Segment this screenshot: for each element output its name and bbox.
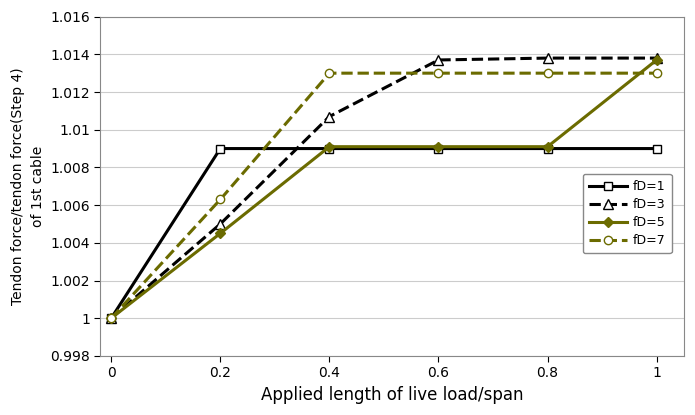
fD=7 (543, 71, 552, 76)
fD=5 (325, 144, 334, 149)
fD=5 (434, 144, 443, 149)
fD=1 (434, 146, 443, 151)
Line: fD=1: fD=1 (107, 144, 661, 322)
fD=5 (653, 57, 661, 62)
fD=5 (543, 144, 552, 149)
fD=1 (653, 146, 661, 151)
fD=3 (216, 222, 224, 227)
Line: fD=3: fD=3 (106, 53, 662, 323)
fD=7 (325, 71, 334, 76)
fD=3 (107, 316, 115, 321)
fD=5 (107, 316, 115, 321)
fD=1 (216, 146, 224, 151)
fD=7 (434, 71, 443, 76)
Y-axis label: Tendon force/tendon force(Step 4)
of 1st cable: Tendon force/tendon force(Step 4) of 1st… (11, 68, 44, 305)
fD=3 (434, 57, 443, 62)
fD=1 (543, 146, 552, 151)
Legend: fD=1, fD=3, fD=5, fD=7: fD=1, fD=3, fD=5, fD=7 (583, 173, 672, 253)
fD=7 (216, 197, 224, 202)
fD=3 (325, 114, 334, 119)
fD=7 (107, 316, 115, 321)
fD=1 (325, 146, 334, 151)
fD=7 (653, 71, 661, 76)
fD=5 (216, 231, 224, 236)
fD=3 (543, 56, 552, 61)
fD=3 (653, 56, 661, 61)
X-axis label: Applied length of live load/span: Applied length of live load/span (261, 386, 523, 404)
Line: fD=5: fD=5 (108, 56, 660, 322)
Line: fD=7: fD=7 (107, 69, 661, 322)
fD=1 (107, 316, 115, 321)
